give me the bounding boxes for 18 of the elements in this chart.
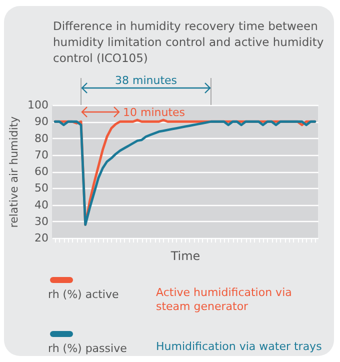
x-axis-title: Time xyxy=(170,249,200,263)
legend-label: rh (%) passive xyxy=(48,342,128,355)
y-tick-label: 40 xyxy=(34,198,48,212)
y-tick-label: 90 xyxy=(34,115,48,128)
y-tick-label: 80 xyxy=(34,132,48,145)
y-tick-label: 70 xyxy=(34,148,48,162)
annotation: 10 minutes xyxy=(123,106,186,119)
y-axis-title: relative air humidity xyxy=(8,116,21,228)
text: 38 minutes xyxy=(114,74,178,87)
text: Humidification via water trays xyxy=(156,340,323,354)
y-tick-label: 30 xyxy=(34,214,48,228)
y-tick-label: 60 xyxy=(34,165,48,178)
legend-label: rh (%) active xyxy=(48,288,120,301)
chart-title: Difference in humidity recovery time between humidity limitation control and active humidity control (ICO105) xyxy=(53,18,325,66)
y-tick-label: 20 xyxy=(34,232,48,244)
y-tick-label: 100 xyxy=(28,98,48,112)
text: Active humidification via steam generator xyxy=(156,286,293,314)
y-tick-label: 50 xyxy=(34,182,48,195)
